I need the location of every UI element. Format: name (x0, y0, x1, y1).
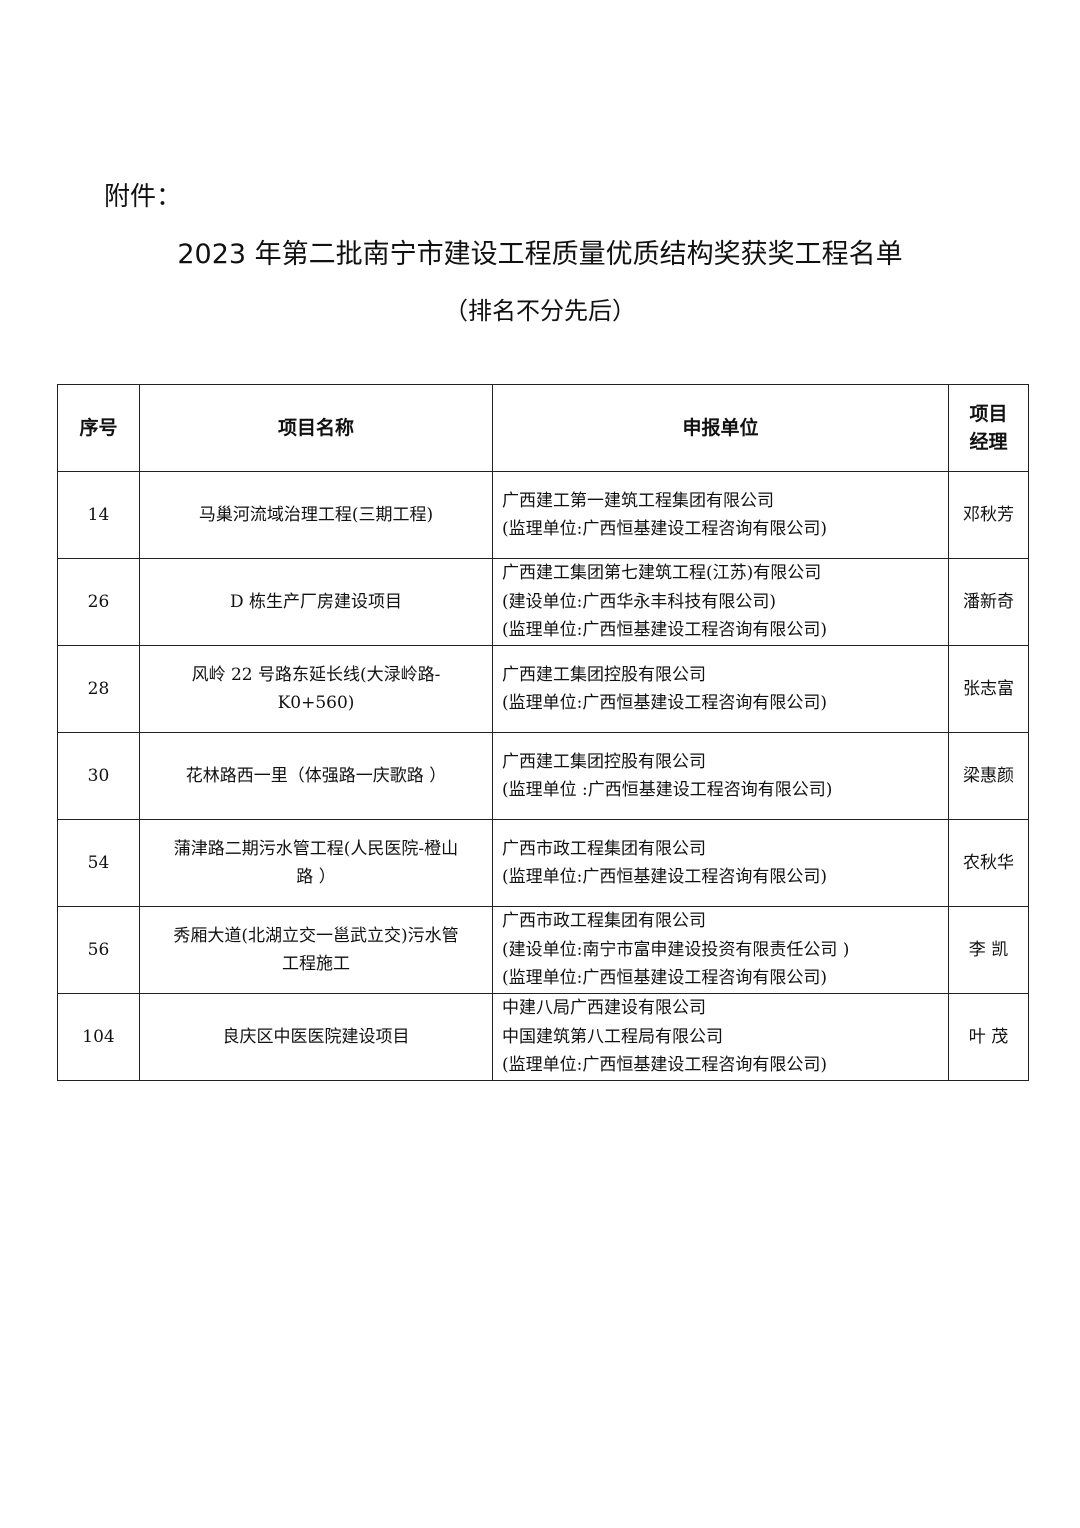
project-name-line: 路 ） (296, 867, 336, 887)
unit-line: 中建八局广西建设有限公司 (502, 998, 706, 1019)
header-manager-line: 经理 (969, 431, 1008, 453)
table-row: 104 良庆区中医医院建设项目 中建八局广西建设有限公司 中国建筑第八工程局有限公司 (… (57, 993, 1029, 1081)
unit-line: (监理单位:广西恒基建设工程咨询有限公司) (502, 620, 827, 641)
table-row: 30 花林路西一里（体强路一庆歌路 ） 广西建工集团控股有限公司 (监理单位 :广西恒… (57, 732, 1029, 820)
table-header-row: 序号 项目名称 申报单位 项目 经理 (57, 384, 1029, 472)
project-name-line: 良庆区中医医院建设项目 (222, 1026, 410, 1047)
award-table: 序号 项目名称 申报单位 项目 经理 14 马巢河流域治理工程(三期工程) 广西建工… (57, 384, 1029, 1081)
header-manager-line: 项目 (969, 402, 1008, 425)
header-no: 序号 (57, 384, 140, 472)
row-number: 14 (57, 471, 140, 559)
unit-line: 广西市政工程集团有限公司 (502, 838, 706, 859)
row-number: 30 (57, 732, 140, 820)
unit-line: (建设单位:广西华永丰科技有限公司) (502, 591, 776, 612)
row-number: 28 (57, 645, 140, 733)
project-name-line: D 栋生产厂房建设项目 (229, 591, 403, 612)
unit-line: (监理单位:广西恒基建设工程咨询有限公司) (502, 519, 827, 539)
header-project-name: 项目名称 (139, 384, 493, 472)
declaring-units: 广西建工集团控股有限公司 (监理单位 :广西恒基建设工程咨询有限公司) (492, 732, 949, 820)
project-name: D 栋生产厂房建设项目 (139, 558, 493, 646)
declaring-units: 广西建工第一建筑工程集团有限公司 (监理单位:广西恒基建设工程咨询有限公司) (492, 471, 949, 559)
unit-line: (监理单位:广西恒基建设工程咨询有限公司) (502, 867, 827, 887)
document-title: 2023 年第二批南宁市建设工程质量优质结构奖获奖工程名单 (177, 239, 903, 270)
project-manager: 张志富 (948, 645, 1029, 733)
row-number: 104 (57, 993, 140, 1081)
project-name: 良庆区中医医院建设项目 (139, 993, 493, 1081)
project-name: 花林路西一里（体强路一庆歌路 ） (139, 732, 493, 820)
project-manager: 潘新奇 (948, 558, 1029, 646)
project-name-line: 蒲津路二期污水管工程(人民医院-橙山 (173, 838, 459, 859)
project-name: 风岭 22 号路东延长线(大渌岭路- K0+560) (139, 645, 493, 733)
declaring-units: 广西建工集团第七建筑工程(江苏)有限公司 (建设单位:广西华永丰科技有限公司) (监… (492, 558, 949, 646)
table-row: 56 秀厢大道(北湖立交一邕武立交)污水管 工程施工 广西市政工程集团有限公司 (建设单… (57, 906, 1029, 994)
project-name: 马巢河流域治理工程(三期工程) (139, 471, 493, 559)
unit-line: 广西市政工程集团有限公司 (502, 911, 706, 932)
project-manager: 叶 茂 (948, 993, 1029, 1081)
project-manager: 邓秋芳 (948, 471, 1029, 559)
project-manager: 李 凯 (948, 906, 1029, 994)
header-units: 申报单位 (492, 384, 949, 472)
unit-line: (监理单位:广西恒基建设工程咨询有限公司) (502, 1055, 827, 1076)
project-name-line: 花林路西一里（体强路一庆歌路 ） (185, 765, 447, 786)
row-number: 26 (57, 558, 140, 646)
unit-line: (监理单位:广西恒基建设工程咨询有限公司) (502, 693, 827, 713)
table-row: 28 风岭 22 号路东延长线(大渌岭路- K0+560) 广西建工集团控股有限公司 (… (57, 645, 1029, 733)
unit-line: 广西建工第一建筑工程集团有限公司 (502, 490, 774, 511)
project-name-line: 马巢河流域治理工程(三期工程) (198, 504, 434, 525)
header-manager: 项目 经理 (948, 384, 1029, 472)
project-name: 蒲津路二期污水管工程(人民医院-橙山路 ） (139, 819, 493, 907)
unit-line: 广西建工集团第七建筑工程(江苏)有限公司 (502, 563, 822, 584)
unit-line: (监理单位:广西恒基建设工程咨询有限公司) (502, 968, 827, 989)
project-name: 秀厢大道(北湖立交一邕武立交)污水管 工程施工 (139, 906, 493, 994)
table-row: 54 蒲津路二期污水管工程(人民医院-橙山路 ）广西市政工程集团有限公司 (监理单位… (57, 819, 1029, 907)
unit-line: (建设单位:南宁市富申建设投资有限责任公司 ) (502, 939, 850, 960)
declaring-units: 中建八局广西建设有限公司 中国建筑第八工程局有限公司 (监理单位:广西恒基建设工程咨… (492, 993, 949, 1081)
unit-line: 广西建工集团控股有限公司 (502, 751, 706, 772)
unit-line: (监理单位 :广西恒基建设工程咨询有限公司) (502, 780, 833, 800)
row-number: 54 (57, 819, 140, 907)
table-row: 14 马巢河流域治理工程(三期工程) 广西建工第一建筑工程集团有限公司 (监理单位:广… (57, 471, 1029, 559)
declaring-units: 广西市政工程集团有限公司 (监理单位:广西恒基建设工程咨询有限公司) (492, 819, 949, 907)
unit-line: 中国建筑第八工程局有限公司 (502, 1026, 723, 1047)
unit-line: 广西建工集团控股有限公司 (502, 664, 706, 685)
project-name-line: 秀厢大道(北湖立交一邕武立交)污水管 (173, 925, 459, 946)
declaring-units: 广西市政工程集团有限公司 (建设单位:南宁市富申建设投资有限责任公司 ) (监理单位… (492, 906, 949, 994)
document-subtitle: （排名不分先后） (444, 297, 636, 325)
project-manager: 梁惠颜 (948, 732, 1029, 820)
project-name-line: K0+560) (277, 693, 355, 713)
project-manager: 农秋华 (948, 819, 1029, 907)
table-row: 26 D 栋生产厂房建设项目 广西建工集团第七建筑工程(江苏)有限公司 (建设单位:广… (57, 558, 1029, 646)
project-name-line: 风岭 22 号路东延长线(大渌岭路- (191, 664, 441, 685)
attachment-label: 附件： (104, 182, 183, 212)
declaring-units: 广西建工集团控股有限公司 (监理单位:广西恒基建设工程咨询有限公司) (492, 645, 949, 733)
row-number: 56 (57, 906, 140, 994)
project-name-line: 工程施工 (282, 954, 350, 974)
